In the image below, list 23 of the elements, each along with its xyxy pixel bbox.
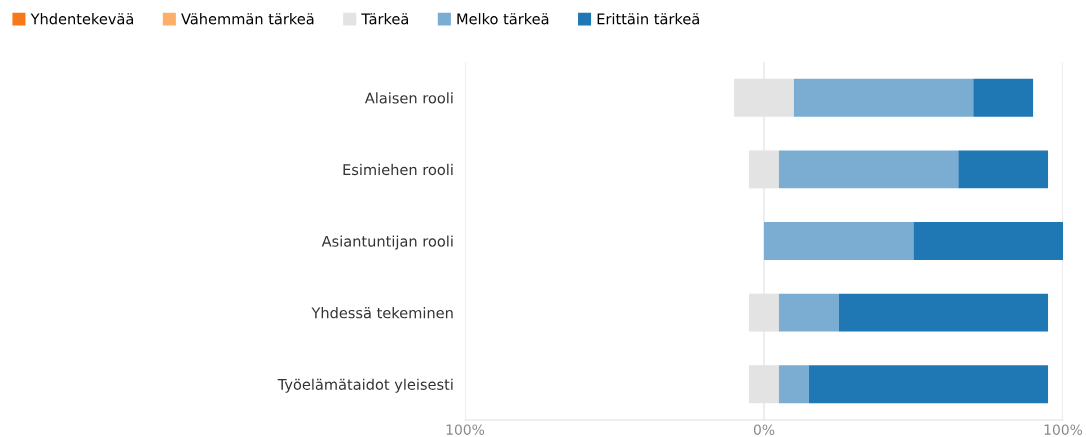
bar [764,222,914,260]
bar [778,293,839,332]
x-tick-label: 100% [446,424,485,435]
bar [958,150,1049,189]
legend-label: Erittäin tärkeä [597,13,699,25]
y-tick-label: Työelämätaidot yleisesti [277,378,453,393]
bar [808,365,1049,404]
bar [838,293,1049,332]
y-tick-label: Asiantuntijan rooli [321,235,453,250]
x-tick-label: 0% [753,424,775,435]
bar [778,150,959,189]
legend-label: Vähemmän tärkeä [181,13,314,25]
y-tick-label: Esimiehen rooli [343,163,453,176]
y-tick-label: Alaisen rooli [364,92,453,104]
bar [778,365,809,404]
y-tick-label: Yhdessä tekeminen [311,307,453,319]
legend-label: Yhdentekevää [30,13,134,25]
bar [793,78,974,117]
bar [913,222,1063,260]
legend-label: Tärkeä [361,13,409,25]
x-tick-label: 100% [1044,424,1083,435]
bar [973,78,1034,117]
legend-label: Melko tärkeä [457,13,549,25]
